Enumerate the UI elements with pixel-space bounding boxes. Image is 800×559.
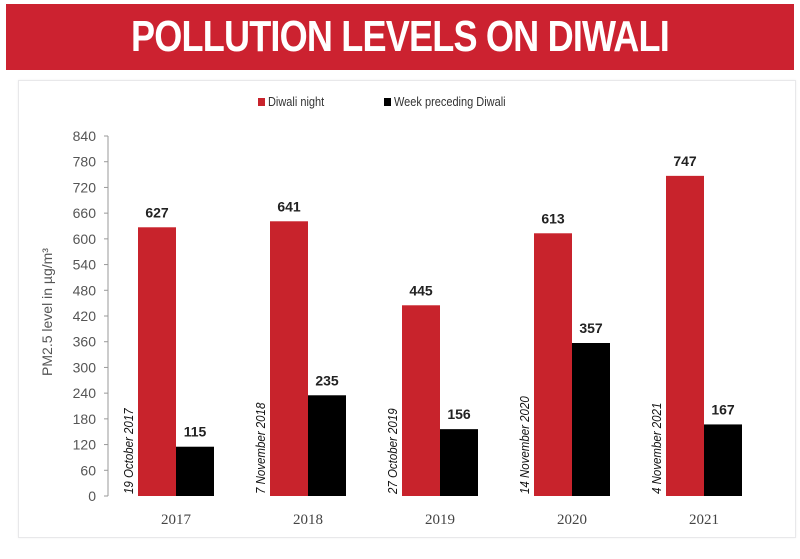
bar-group-2018: 641 235 7 November 2018 (254, 198, 346, 497)
y-tick-label: 420 (73, 308, 97, 324)
y-tick-label: 840 (73, 128, 97, 144)
bar-group-2019: 445 156 27 October 2019 (386, 282, 478, 496)
legend: Diwali night Week preceding Diwali (258, 95, 506, 109)
bar-value-label: 357 (579, 320, 603, 336)
bar-week-preceding (572, 343, 610, 496)
legend-swatch-week-preceding (384, 98, 391, 106)
y-tick-label: 480 (73, 282, 97, 298)
y-tick-label: 0 (88, 488, 96, 504)
bar-value-label: 613 (541, 210, 565, 226)
legend-label: Diwali night (268, 95, 325, 109)
bar-week-preceding (704, 424, 742, 496)
x-tick-label: 2019 (425, 512, 455, 528)
bar-value-label: 235 (315, 372, 339, 388)
bar-value-label: 641 (277, 198, 301, 214)
y-tick-label: 540 (73, 257, 97, 273)
y-tick-label: 300 (73, 359, 97, 375)
date-label: 7 November 2018 (254, 402, 269, 494)
bar-value-label: 156 (447, 406, 471, 422)
bar-group-2020: 613 357 14 November 2020 (518, 210, 610, 497)
bar-value-label: 167 (711, 401, 735, 417)
bars: 627 115 19 October 2017 641 235 7 November 20… (122, 153, 742, 497)
y-tick-label: 120 (73, 437, 97, 453)
x-tick-label: 2017 (161, 512, 192, 528)
title-banner: POLLUTION LEVELS ON DIWALI (6, 4, 794, 70)
date-label: 27 October 2019 (386, 408, 401, 495)
bar-diwali-night (138, 227, 176, 497)
x-tick-label: 2018 (293, 512, 323, 528)
bar-diwali-night (270, 221, 308, 497)
y-axis: 0 60 120 180 240 300 360 420 480 540 600 660 720 780 8… (39, 128, 109, 504)
date-label: 19 October 2017 (122, 407, 137, 494)
legend-swatch-diwali-night (258, 98, 265, 106)
bar-diwali-night (534, 233, 572, 497)
date-label: 4 November 2021 (650, 403, 665, 494)
x-tick-label: 2021 (689, 512, 719, 528)
y-tick-label: 240 (73, 385, 97, 401)
legend-label: Week preceding Diwali (394, 95, 506, 109)
bar-group-2021: 747 167 4 November 2021 (650, 153, 742, 496)
x-tick-label: 2020 (557, 512, 587, 528)
y-tick-label: 60 (80, 462, 96, 478)
bar-value-label: 747 (673, 153, 697, 169)
bar-value-label: 115 (184, 424, 207, 440)
y-tick-label: 360 (73, 334, 97, 350)
bar-week-preceding (176, 446, 214, 496)
bar-week-preceding (308, 395, 346, 496)
bar-value-label: 445 (409, 282, 433, 298)
date-label: 14 November 2020 (518, 396, 533, 494)
x-axis: 2017 2018 2019 2020 2021 (161, 512, 719, 528)
chart-title: POLLUTION LEVELS ON DIWALI (131, 12, 670, 61)
bar-group-2017: 627 115 19 October 2017 (122, 204, 214, 497)
y-tick-label: 780 (73, 154, 97, 170)
y-axis-title: PM2.5 level in µg/m³ (39, 248, 55, 376)
y-tick-label: 180 (73, 411, 97, 427)
y-tick-label: 720 (73, 179, 97, 195)
y-tick-label: 660 (73, 205, 97, 221)
bar-diwali-night (402, 305, 440, 496)
bar-value-label: 627 (145, 204, 169, 220)
bar-diwali-night (666, 175, 704, 496)
y-tick-label: 600 (73, 231, 97, 247)
bar-week-preceding (440, 429, 478, 496)
